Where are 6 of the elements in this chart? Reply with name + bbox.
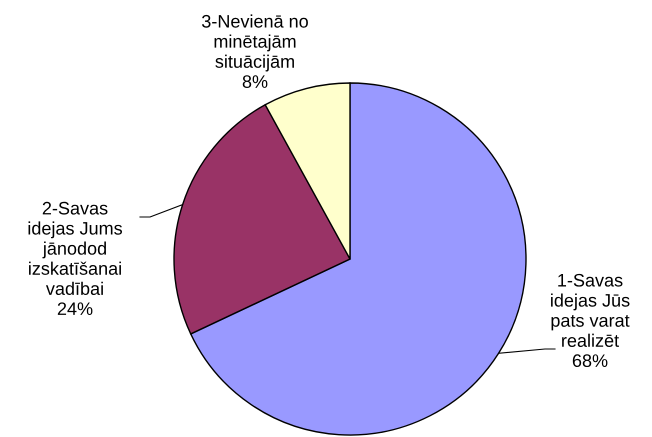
slice-label: 3-Nevienā no minētajām situācijām xyxy=(202,14,308,72)
data-label: 8% xyxy=(242,75,268,88)
data-label: 68% xyxy=(572,354,608,368)
slice-label: 2-Savas idejas Jums jānodod izskatīšanai vadībai xyxy=(28,202,122,295)
data-label: 24% xyxy=(58,302,92,316)
slice-label: 1-Savas idejas Jūs pats varat realizēt xyxy=(551,274,630,347)
